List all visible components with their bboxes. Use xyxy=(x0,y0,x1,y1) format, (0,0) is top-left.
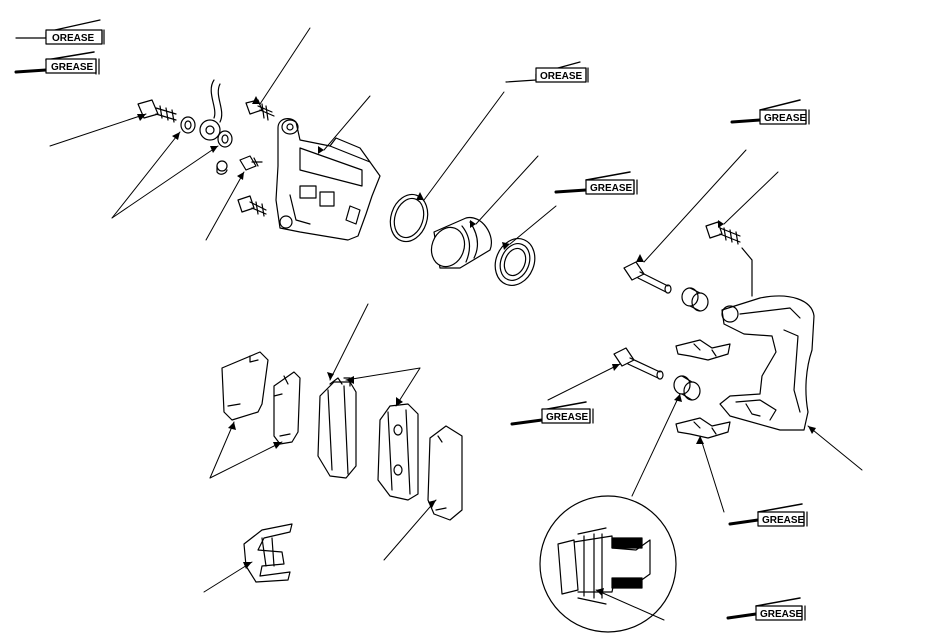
grease-callout-boot: GREASE xyxy=(554,171,638,195)
grease-tube-light-icon xyxy=(15,19,105,45)
grease-callout-bracket-bolt: GREASE xyxy=(730,99,810,125)
piston-boot xyxy=(494,238,536,286)
caliper-bolt-lower xyxy=(237,195,267,217)
sealing-washer-2 xyxy=(217,130,233,148)
brake-hose xyxy=(199,79,223,141)
pin-boot-lower xyxy=(673,375,701,401)
grease-label: GREASE xyxy=(762,515,805,526)
inner-shim xyxy=(427,425,463,521)
grease-label: GREASE xyxy=(546,412,589,423)
arrowheads xyxy=(137,96,816,596)
grease-label: GREASE xyxy=(51,62,94,73)
caliper-bracket xyxy=(719,247,815,431)
pin-boot-upper xyxy=(681,287,709,312)
guide-pin-upper xyxy=(623,261,672,294)
grease-legend-dark: GREASE xyxy=(14,51,100,75)
grease-label: OREASE xyxy=(540,71,583,82)
piston xyxy=(430,217,492,269)
grease-label: GREASE xyxy=(590,183,633,194)
outer-shim xyxy=(221,351,269,421)
grease-label: OREASE xyxy=(52,33,95,44)
inner-brake-pad xyxy=(377,403,419,501)
outer-brake-pad xyxy=(317,381,357,479)
bleeder-cap xyxy=(216,160,228,175)
guide-pin-lower xyxy=(613,347,664,380)
banjo-bolt xyxy=(137,99,177,123)
pad-retainer-upper xyxy=(675,339,731,361)
leader-lines xyxy=(49,27,863,621)
grease-callout-boot-detail: GREASE xyxy=(726,597,806,621)
outer-shim-2 xyxy=(273,371,301,445)
grease-label: GREASE xyxy=(764,113,807,124)
pad-retainer-lower xyxy=(675,417,731,439)
caliper-body xyxy=(275,118,381,241)
sealing-washer-1 xyxy=(180,116,196,134)
grease-callout-seal: OREASE xyxy=(505,61,589,83)
caliper-bolt-top xyxy=(245,99,275,121)
grease-legend-light: OREASE xyxy=(15,19,105,45)
grease-callout-pin: GREASE xyxy=(510,401,594,426)
grease-callout-retainer: GREASE xyxy=(728,503,808,527)
bleeder-screw xyxy=(239,155,263,171)
anti-rattle-clip xyxy=(243,523,293,583)
grease-label: GREASE xyxy=(760,609,803,620)
boot-detail-inset xyxy=(539,495,677,633)
grease-tube-dark-icon xyxy=(14,51,100,75)
piston-seal xyxy=(389,193,429,243)
bracket-bolt xyxy=(705,221,741,245)
